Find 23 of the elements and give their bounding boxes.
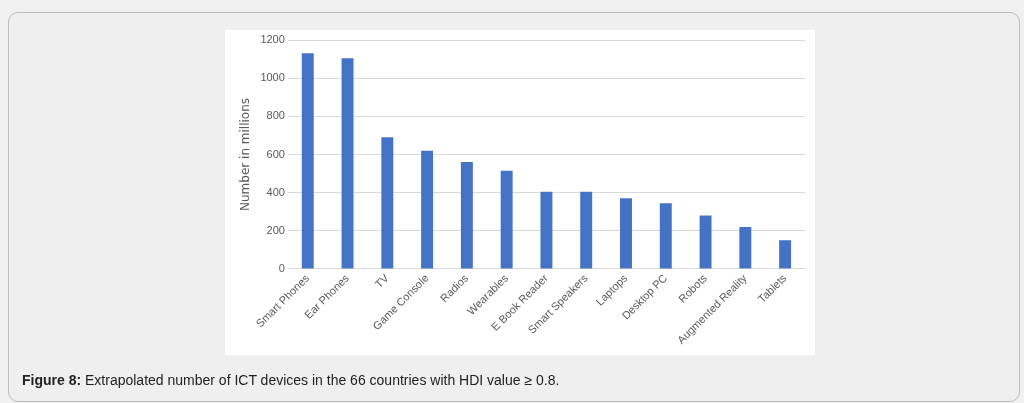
bar [460, 162, 473, 269]
caption: Figure 8: Extrapolated number of ICT devices in the 66 countries with HDI value ≥ 0.8. [22, 372, 560, 388]
bar [659, 203, 672, 269]
y-tick-label: 1000 [260, 71, 285, 84]
y-axis-title: Number in millions [238, 97, 253, 211]
bar [699, 215, 712, 269]
y-tick-label: 800 [266, 109, 285, 122]
bar [540, 191, 553, 269]
bar [421, 150, 434, 269]
y-tick-label: 600 [266, 147, 285, 160]
bar [381, 137, 394, 269]
y-tick-label: 0 [278, 261, 285, 274]
y-tick-label: 400 [266, 185, 285, 198]
y-tick-label: 200 [266, 223, 285, 236]
bar [301, 53, 314, 269]
bar [341, 58, 354, 269]
y-tick-label: 1200 [260, 33, 285, 46]
bar [779, 240, 792, 269]
bar [580, 191, 593, 269]
x-tick-label: TV [372, 271, 392, 291]
bar [620, 198, 632, 269]
bar [500, 170, 513, 269]
bar [739, 226, 752, 269]
